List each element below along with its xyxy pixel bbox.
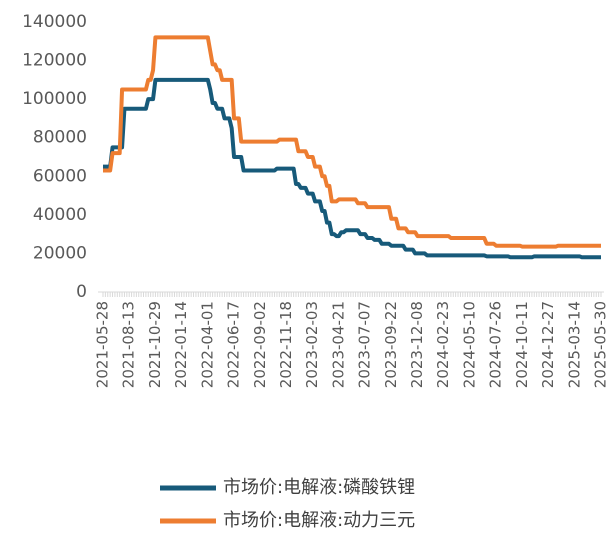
y-tick-label: 40000: [33, 205, 87, 225]
series-line: [103, 77, 601, 260]
x-tick-label: 2022-09-02: [251, 301, 269, 388]
y-tick-label: 0: [76, 282, 87, 302]
x-tick-label: 2024-10-11: [513, 301, 531, 388]
x-tick-label: 2022-04-01: [198, 301, 216, 388]
y-tick-label: 60000: [33, 166, 87, 186]
legend-label: 市场价:电解液:磷酸铁锂: [223, 477, 415, 498]
x-tick-label: 2025-03-14: [565, 301, 583, 388]
x-tick-label: 2024-07-26: [487, 301, 505, 388]
x-tick-label: 2023-12-08: [408, 301, 426, 388]
y-tick-label: 140000: [22, 12, 87, 32]
y-tick-label: 120000: [22, 51, 87, 71]
series-line: [103, 35, 601, 249]
x-tick-label: 2022-11-18: [277, 301, 295, 388]
x-tick-label: 2023-04-21: [329, 301, 347, 388]
x-tick-label: 2023-02-03: [303, 301, 321, 388]
y-tick-label: 100000: [22, 89, 87, 109]
x-tick-label: 2023-07-07: [356, 301, 374, 388]
x-tick-label: 2024-12-27: [539, 301, 557, 388]
x-tick-label: 2024-02-23: [434, 301, 452, 388]
x-tick-label: 2024-05-10: [460, 301, 478, 388]
x-tick-label: 2022-01-14: [172, 301, 190, 388]
x-tick-label: 2023-09-22: [382, 301, 400, 388]
legend-label: 市场价:电解液:动力三元: [223, 510, 415, 531]
x-tick-label: 2021-08-13: [120, 301, 138, 388]
x-tick-label: 2021-05-28: [94, 301, 112, 388]
x-tick-label: 2025-05-30: [592, 301, 610, 388]
x-tick-label: 2021-10-29: [146, 301, 164, 388]
y-tick-label: 80000: [33, 128, 87, 148]
x-tick-label: 2022-06-17: [225, 301, 243, 388]
y-tick-label: 20000: [33, 243, 87, 263]
